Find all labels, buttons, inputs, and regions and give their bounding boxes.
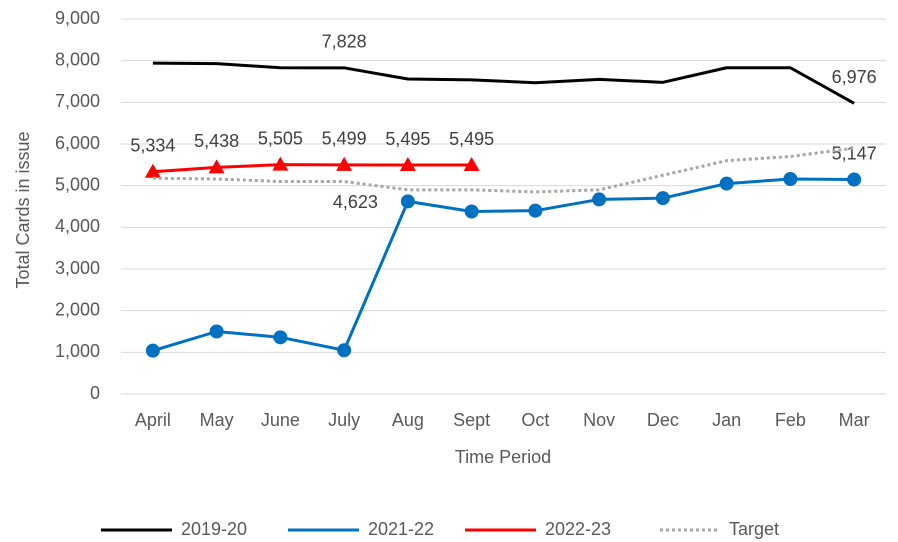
data-label: 5,495: [385, 129, 430, 149]
series-line: [152, 177, 855, 353]
data-label: 5,147: [832, 143, 877, 163]
marker: [336, 156, 353, 171]
marker: [272, 156, 289, 171]
x-tick-label: Aug: [392, 410, 424, 430]
marker: [592, 192, 607, 207]
x-tick-label: Oct: [521, 410, 549, 430]
marker: [337, 343, 352, 358]
data-label: 5,495: [449, 129, 494, 149]
x-tick-label: Mar: [839, 410, 870, 430]
marker: [273, 330, 288, 345]
y-tick-label: 6,000: [55, 133, 100, 153]
x-tick-label: Dec: [647, 410, 679, 430]
legend-label: Target: [729, 519, 779, 539]
x-tick-label: Feb: [775, 410, 806, 430]
legend-label: 2019-20: [181, 519, 247, 539]
y-tick-label: 7,000: [55, 91, 100, 111]
series-line: [152, 163, 472, 174]
x-axis-title: Time Period: [455, 447, 551, 467]
legend-label: 2022-23: [545, 519, 611, 539]
x-tick-label: April: [135, 410, 171, 430]
y-tick-label: 9,000: [55, 8, 100, 28]
marker: [655, 191, 670, 206]
marker: [400, 194, 415, 209]
marker: [783, 172, 798, 186]
series-line: [152, 61, 855, 105]
x-tick-label: Nov: [583, 410, 615, 430]
data-label: 5,334: [130, 136, 175, 156]
x-tick-label: Sept: [453, 410, 490, 430]
y-tick-label: 3,000: [55, 258, 100, 278]
marker: [144, 163, 161, 178]
y-tick-label: 2,000: [55, 299, 100, 319]
marker: [719, 176, 734, 191]
marker: [209, 324, 224, 339]
data-label: 5,499: [322, 129, 367, 149]
y-tick-label: 0: [90, 383, 100, 403]
marker: [464, 204, 479, 219]
series-line: [152, 146, 855, 194]
x-tick-label: Jan: [712, 410, 741, 430]
x-tick-label: May: [200, 410, 234, 430]
data-label: 6,976: [832, 67, 877, 87]
y-axis-title: Total Cards in issue: [13, 131, 33, 288]
marker: [528, 203, 543, 218]
y-tick-label: 5,000: [55, 174, 100, 194]
data-label: 4,623: [333, 192, 378, 212]
marker: [399, 157, 416, 172]
data-label: 7,828: [322, 32, 367, 52]
marker: [463, 157, 480, 172]
marker: [208, 159, 225, 174]
data-label: 5,438: [194, 131, 239, 151]
x-tick-label: June: [261, 410, 300, 430]
y-tick-label: 1,000: [55, 341, 100, 361]
marker: [847, 172, 862, 187]
x-tick-label: July: [328, 410, 360, 430]
y-tick-label: 8,000: [55, 49, 100, 69]
data-label: 5,505: [258, 128, 303, 148]
legend-label: 2021-22: [368, 519, 434, 539]
y-tick-label: 4,000: [55, 216, 100, 236]
marker: [145, 343, 160, 358]
